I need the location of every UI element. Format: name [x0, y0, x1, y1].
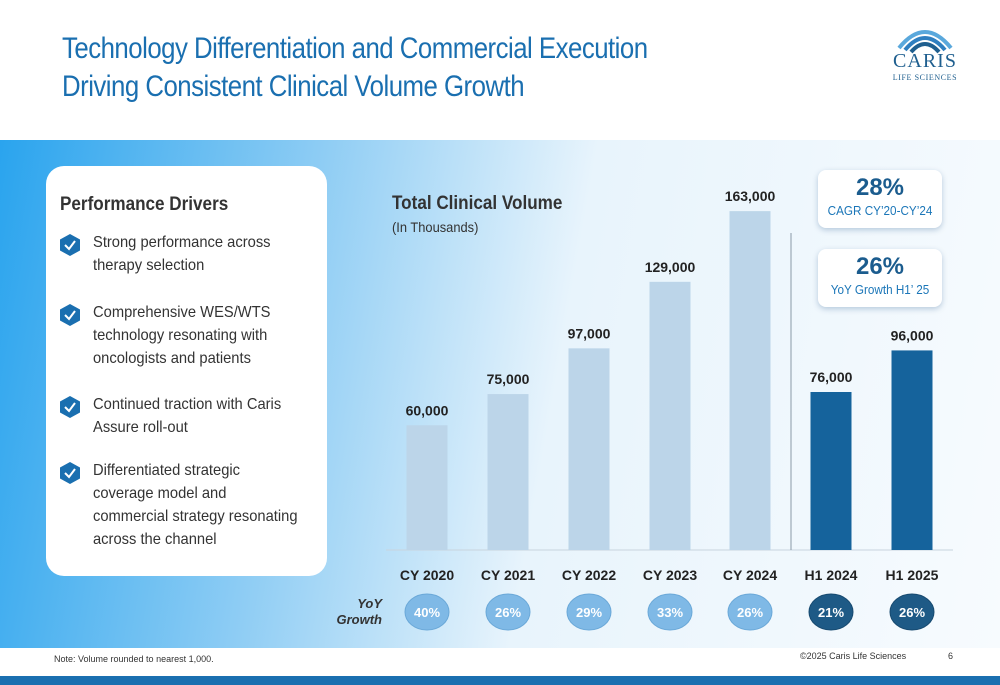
bar — [891, 350, 933, 550]
bar-value-label: 76,000 — [810, 369, 853, 385]
cagr-label: CAGR CY’20-CY’24 — [827, 203, 933, 218]
yoy-growth-pill — [485, 593, 531, 631]
yoy-growth-pill — [889, 593, 935, 631]
bar-value-label: 96,000 — [891, 327, 934, 343]
yoy-growth-value: 29% — [576, 605, 602, 620]
caris-logo: CARIS LIFE SCIENCES — [885, 14, 965, 89]
x-tick-label: CY 2020 — [400, 567, 454, 583]
yoy-growth-value: 40% — [414, 605, 440, 620]
x-tick-label: CY 2023 — [643, 567, 697, 583]
cagr-callout: 28% CAGR CY’20-CY’24 — [818, 170, 942, 228]
chart-title: Total Clinical Volume — [392, 193, 563, 214]
bar — [810, 392, 852, 550]
yoy-growth-row-label: YoY Growth — [318, 596, 383, 628]
bar — [729, 211, 771, 550]
driver-text: Continued traction with Caris Assure rol… — [93, 396, 282, 436]
cagr-value: 28% — [855, 174, 905, 201]
logo-arcs-icon — [897, 30, 953, 54]
bar-value-label: 163,000 — [725, 188, 776, 204]
drivers-heading: Performance Drivers — [60, 194, 229, 215]
chart-subtitle: (In Thousands) — [392, 219, 479, 235]
page-title: Technology Differentiation and Commercia… — [62, 32, 648, 103]
bar — [568, 348, 610, 550]
yoy-label-line1: YoY — [357, 596, 382, 611]
x-tick-label: CY 2024 — [723, 567, 777, 583]
yoy-growth-value: 21% — [818, 605, 844, 620]
bar-value-label: 129,000 — [645, 259, 696, 275]
bar — [649, 281, 691, 550]
bar — [487, 394, 529, 550]
check-hexagon-icon — [60, 462, 80, 484]
copyright: ©2025 Caris Life Sciences — [800, 651, 907, 661]
x-tick-label: CY 2022 — [562, 567, 616, 583]
yoy-growth-callout: 26% YoY Growth H1’ 25 — [818, 249, 942, 307]
logo-tagline: LIFE SCIENCES — [892, 73, 958, 82]
footnote: Note: Volume rounded to nearest 1,000. — [54, 654, 214, 664]
yoy-growth-pill — [727, 593, 773, 631]
bar-value-label: 60,000 — [406, 402, 449, 418]
yoy-growth-value: 26% — [737, 605, 763, 620]
yoy-growth-pill — [808, 593, 854, 631]
page-number: 6 — [948, 651, 954, 661]
bar-value-label: 75,000 — [487, 371, 530, 387]
yoy-growth-pill — [404, 593, 450, 631]
driver-text: Comprehensive WES/WTS technology resonat… — [93, 304, 271, 367]
x-tick-label: CY 2021 — [481, 567, 535, 583]
logo-wordmark: CARIS — [893, 50, 957, 72]
bar — [406, 425, 448, 550]
check-hexagon-icon — [60, 396, 80, 418]
yoy-growth-pill — [566, 593, 612, 631]
yoy-growth-value: 33% — [657, 605, 683, 620]
check-hexagon-icon — [60, 234, 80, 256]
bar-value-label: 97,000 — [568, 325, 611, 341]
driver-text: Differentiated strategic coverage model … — [93, 462, 298, 548]
check-hexagon-icon — [60, 304, 80, 326]
x-tick-label: H1 2024 — [805, 567, 858, 583]
yoy-growth-value: 26% — [855, 253, 905, 280]
performance-drivers-panel: Performance Drivers Strong performance a… — [46, 166, 327, 576]
bottom-bar — [0, 676, 1000, 685]
yoy-growth-value: 26% — [495, 605, 521, 620]
yoy-growth-label: YoY Growth H1’ 25 — [830, 282, 930, 297]
driver-text: Strong performance across therapy select… — [93, 234, 271, 274]
yoy-growth-value: 26% — [899, 605, 925, 620]
yoy-growth-pill — [647, 593, 693, 631]
yoy-label-line2: Growth — [336, 612, 383, 627]
x-tick-label: H1 2025 — [886, 567, 939, 583]
